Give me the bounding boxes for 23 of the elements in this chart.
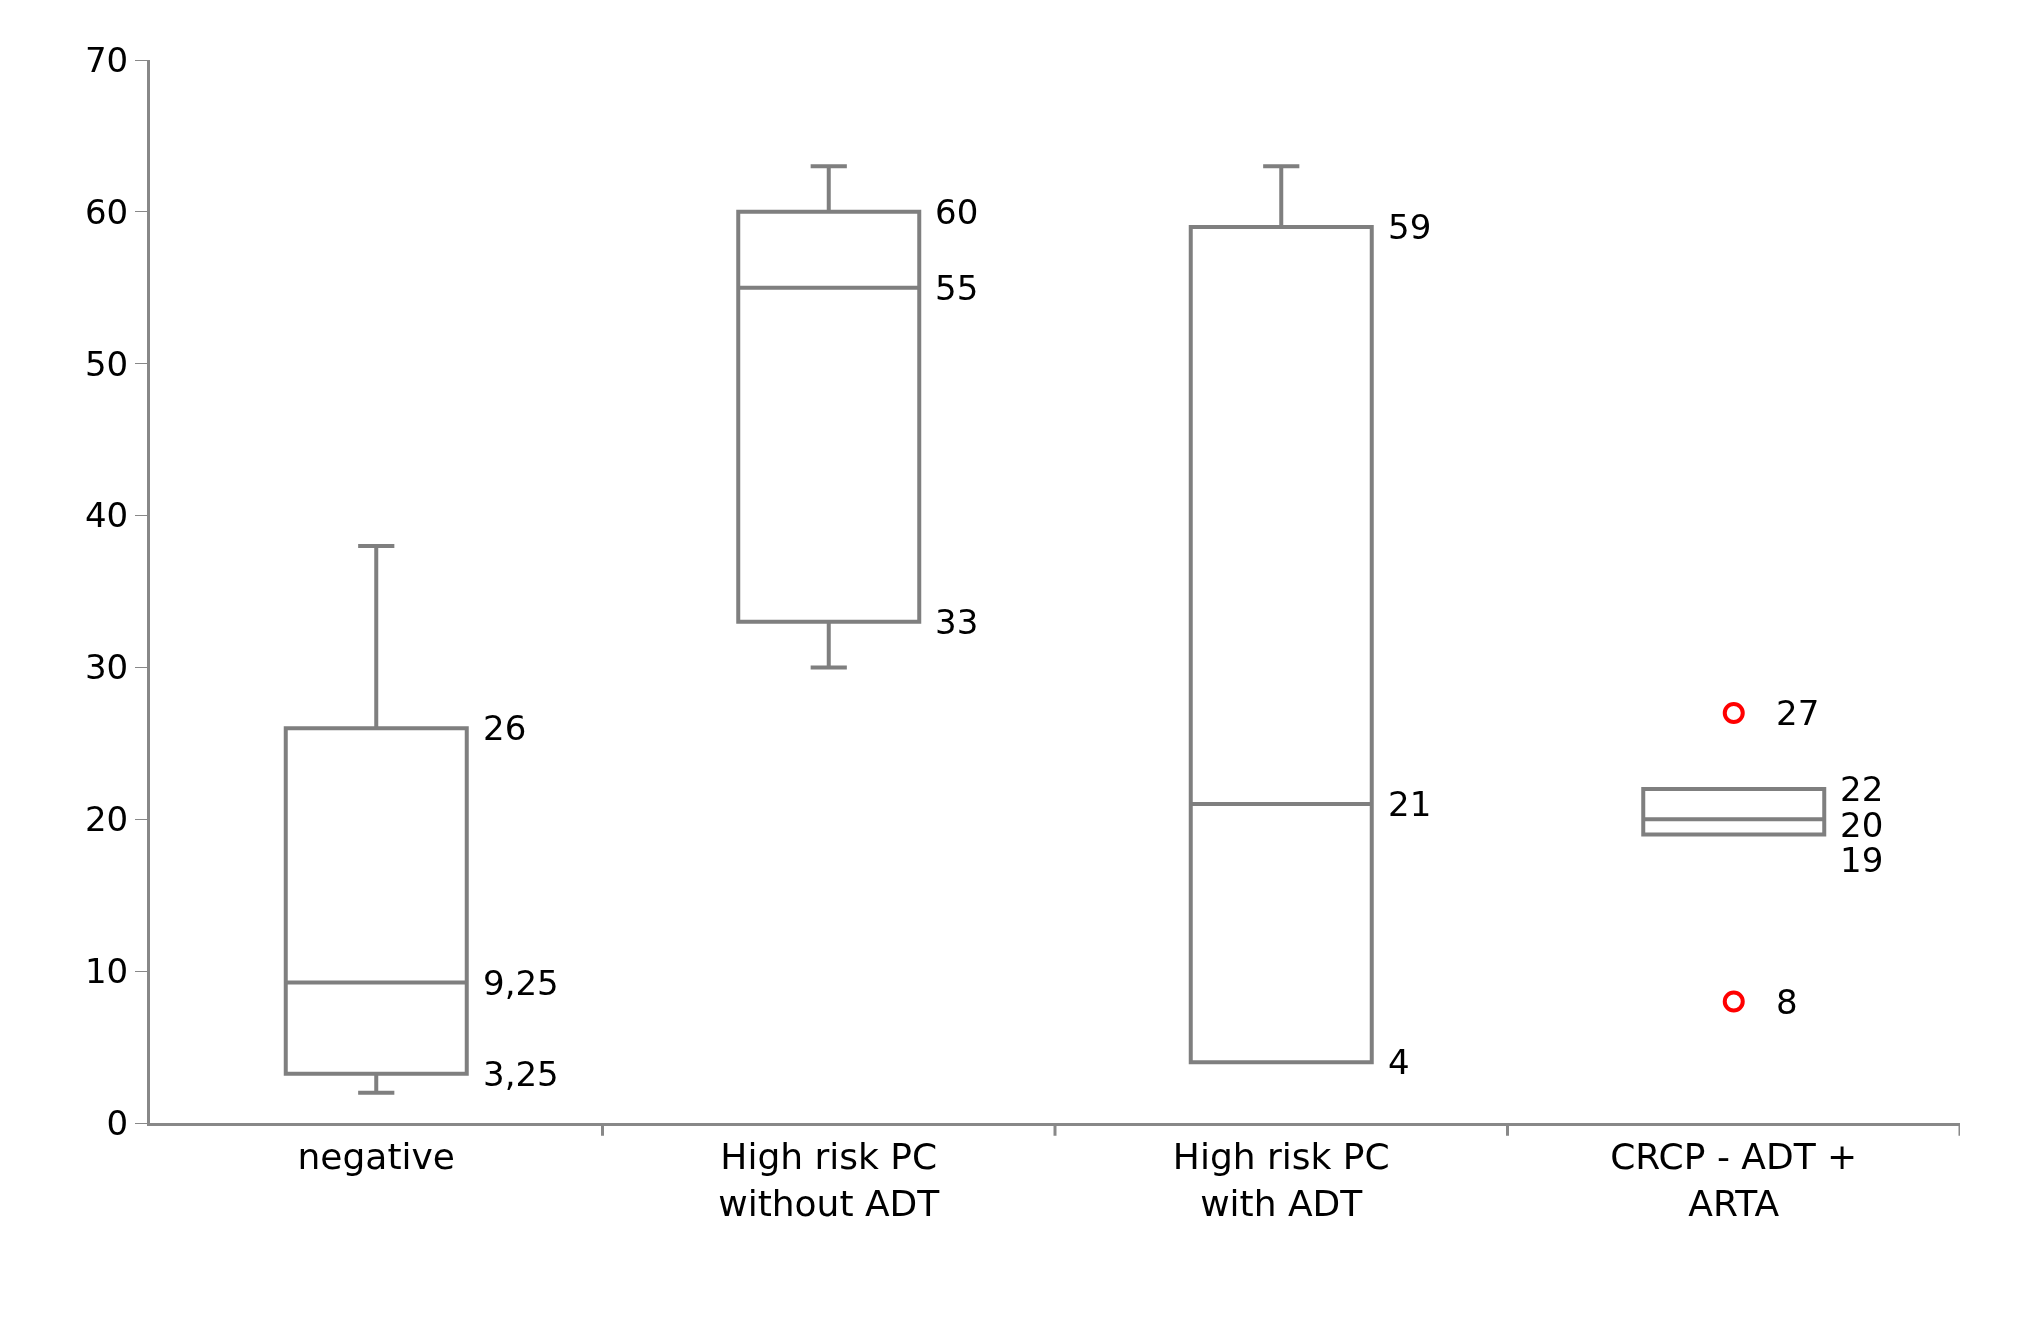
annotation: 60 bbox=[935, 192, 979, 232]
x-tick-label: CRCP - ADT + ARTA bbox=[1610, 1136, 1858, 1224]
annotation: 59 bbox=[1388, 207, 1432, 247]
y-tick-label: 60 bbox=[84, 191, 129, 232]
y-tick-label: 20 bbox=[84, 799, 129, 840]
data-label: 8 bbox=[1776, 982, 1798, 1022]
annotation: 26 bbox=[483, 708, 527, 748]
y-tick-label: 30 bbox=[84, 647, 129, 688]
x-tick-label: negative bbox=[297, 1136, 455, 1178]
annotation: 9,25 bbox=[483, 963, 559, 1003]
annotation: 55 bbox=[935, 268, 979, 308]
annotation: 33 bbox=[935, 602, 979, 642]
x-tick-label: High risk PC without ADT bbox=[718, 1136, 941, 1224]
annotation: 4 bbox=[1388, 1042, 1410, 1082]
data-label: 27 bbox=[1776, 693, 1820, 733]
x-tick-label: High risk PC with ADT bbox=[1172, 1136, 1390, 1224]
y-tick-label: 40 bbox=[84, 495, 129, 536]
y-tick-label: 10 bbox=[84, 951, 129, 992]
annotation: 21 bbox=[1388, 784, 1432, 824]
y-tick-label: 0 bbox=[106, 1102, 129, 1143]
y-tick-label: 70 bbox=[84, 39, 129, 80]
annotation: 3,25 bbox=[483, 1054, 559, 1094]
y-tick-label: 50 bbox=[84, 343, 129, 384]
